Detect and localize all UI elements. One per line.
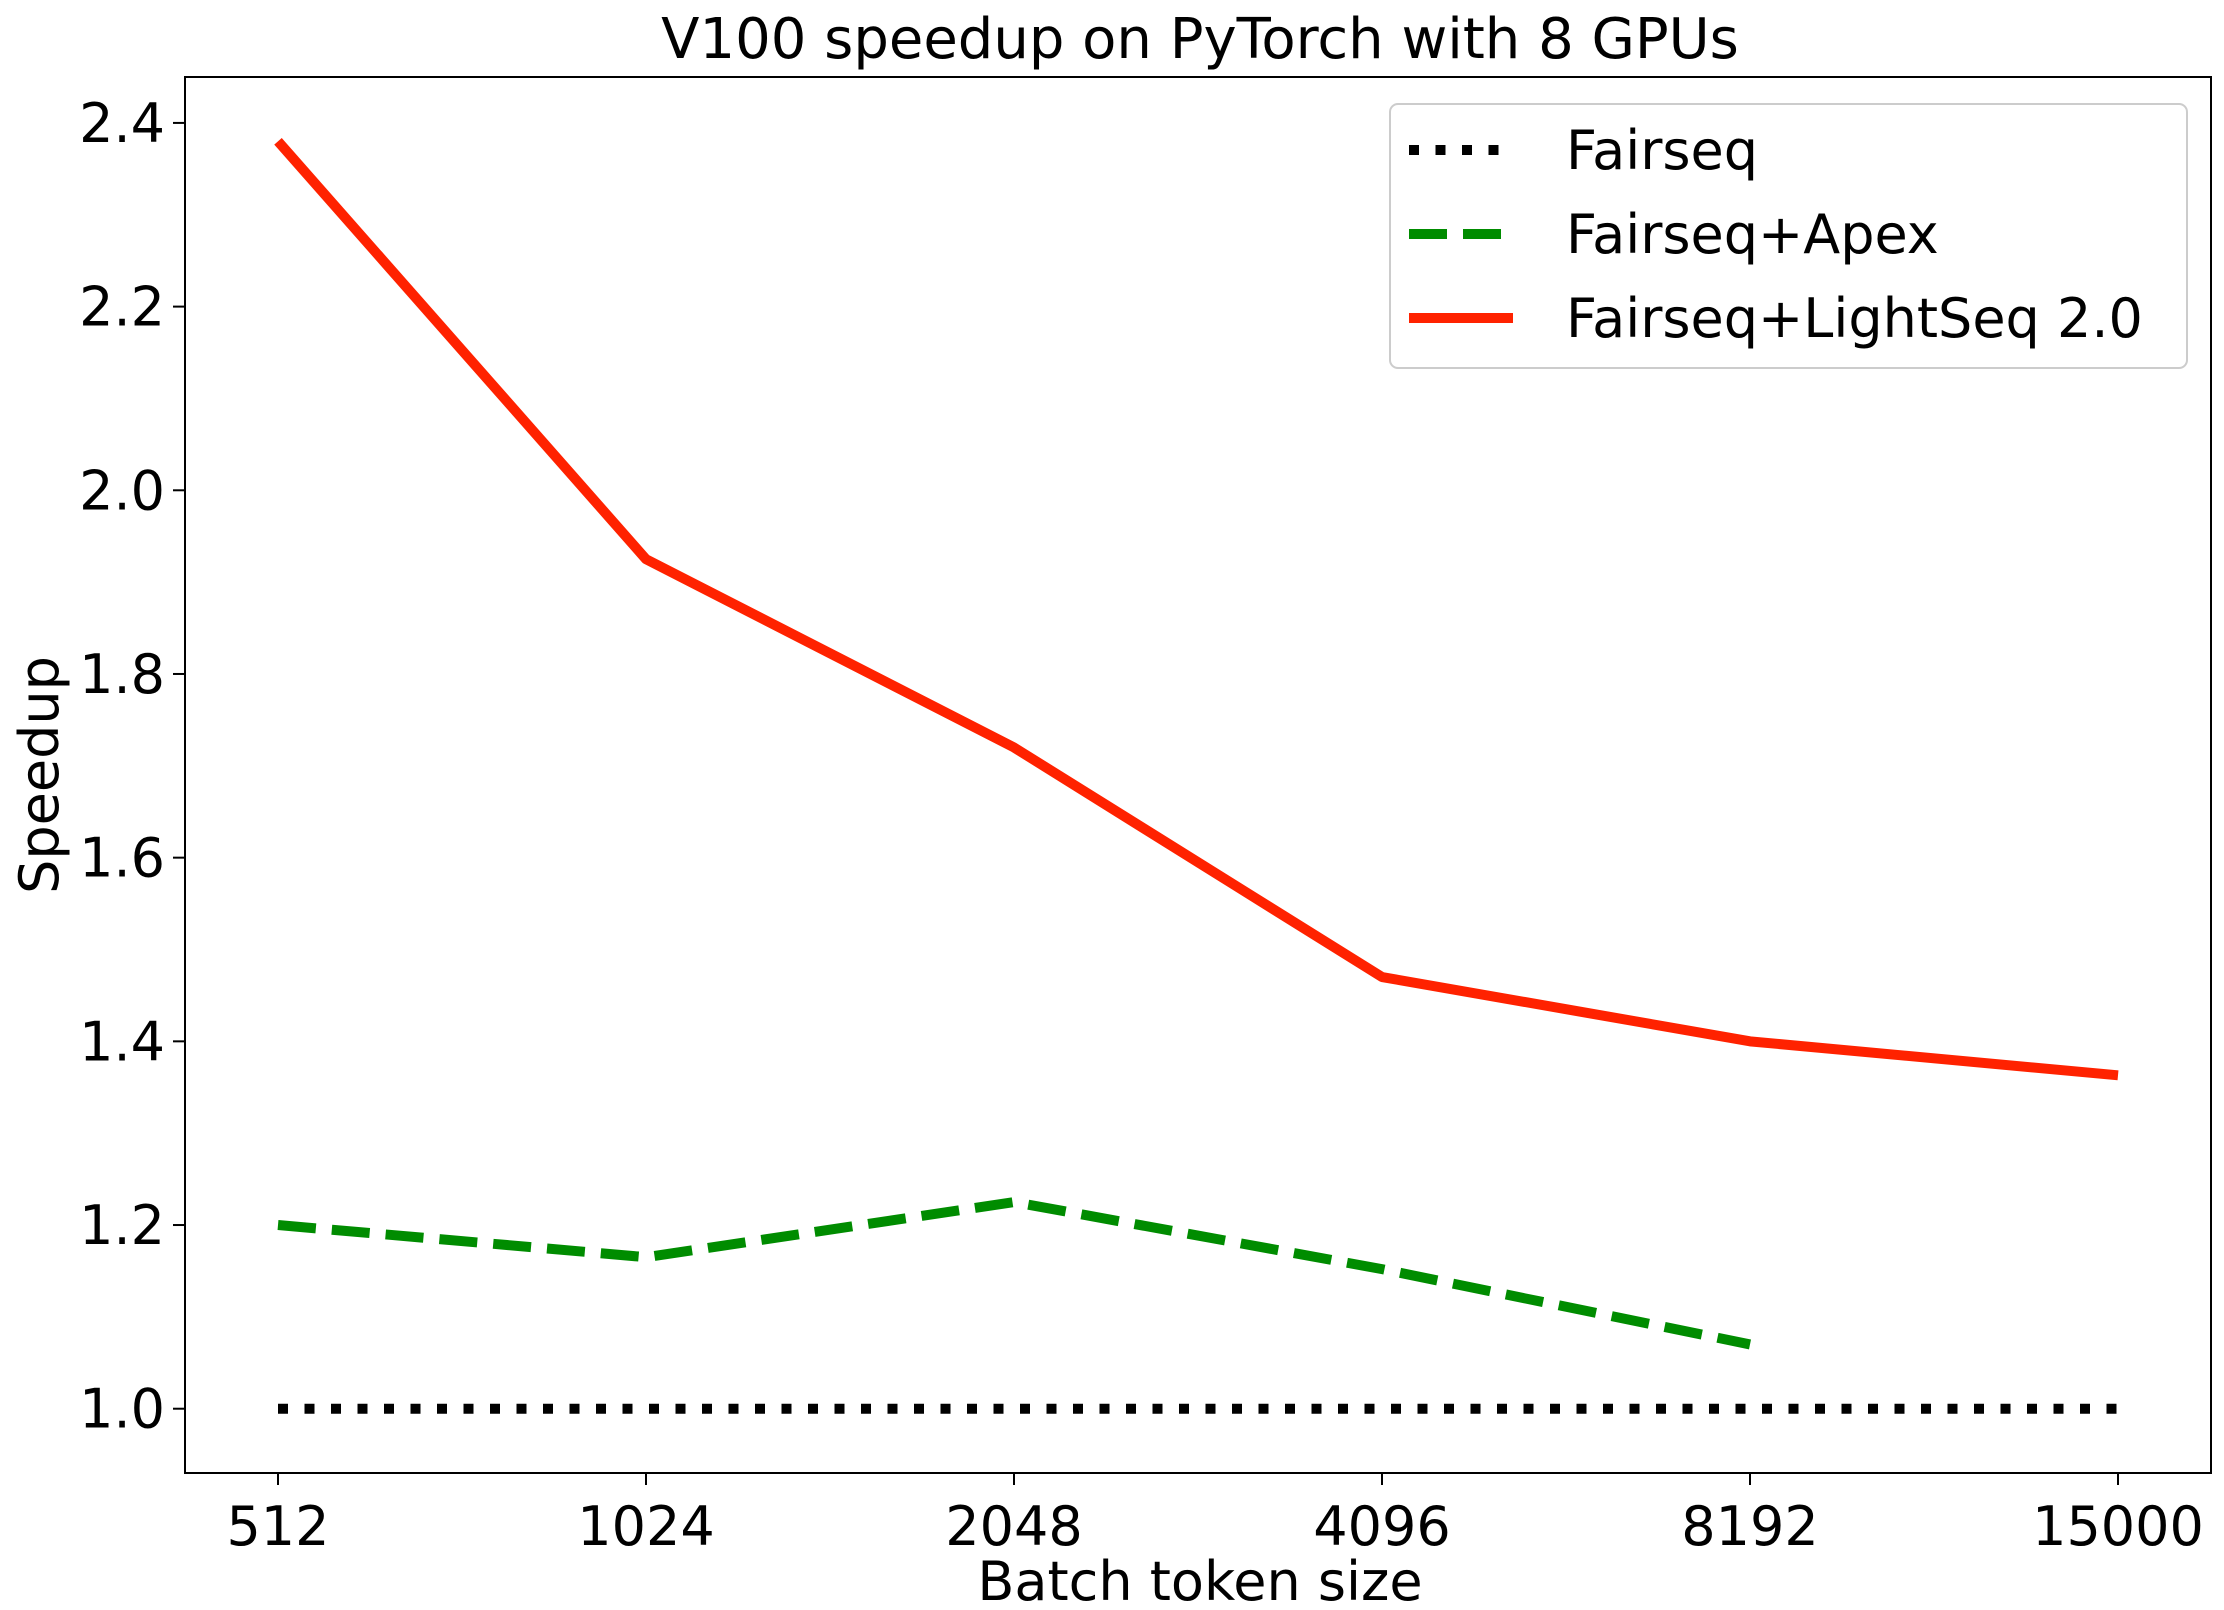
x-tick-label: 4096: [1313, 1495, 1450, 1558]
x-tick-label: 15000: [2032, 1495, 2204, 1558]
y-tick-label: 2.0: [79, 459, 165, 522]
series-line-fairseq-apex: [277, 1197, 1752, 1350]
legend-label: Fairseq+LightSeq 2.0: [1566, 287, 2143, 350]
y-tick-label: 2.4: [79, 92, 165, 155]
series-line-fairseq-lightseq-2-0: [274, 137, 2119, 1081]
y-tick-label: 1.8: [79, 643, 165, 706]
legend-label: Fairseq: [1566, 119, 1758, 182]
x-tick-label: 2048: [945, 1495, 1082, 1558]
legend-label: Fairseq+Apex: [1566, 203, 1939, 266]
x-tick-label: 512: [226, 1495, 329, 1558]
plot-area: [184, 76, 2212, 1474]
series-layer: [274, 137, 2119, 1414]
y-tick-label: 2.2: [79, 276, 165, 339]
y-tick-label: 1.2: [79, 1194, 165, 1257]
legend: Fairseq Fairseq+Apex Fairseq+LightSeq 2.0: [1389, 103, 2188, 369]
legend-box: [1389, 103, 2188, 369]
x-tick-label: 8192: [1681, 1495, 1818, 1558]
y-tick-label: 1.4: [79, 1010, 165, 1073]
y-tick-label: 1.6: [79, 827, 165, 890]
y-axis-label: Speedup: [8, 656, 71, 894]
x-axis-label: Batch token size: [977, 1550, 1422, 1610]
x-axis: 512 1024 2048 4096 8192 15000: [226, 1473, 2204, 1558]
x-tick-label: 1024: [577, 1495, 714, 1558]
chart-title: V100 speedup on PyTorch with 8 GPUs: [661, 7, 1739, 72]
y-tick-label: 1.0: [79, 1378, 165, 1441]
y-axis: 1.0 1.2 1.4 1.6 1.8 2.0 2.2 2.4: [79, 92, 185, 1441]
